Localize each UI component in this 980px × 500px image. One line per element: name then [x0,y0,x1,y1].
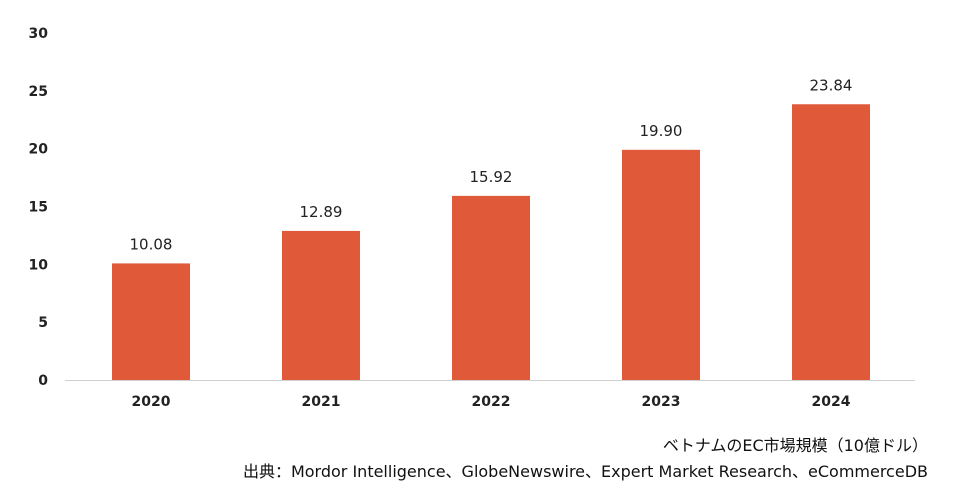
data-label-2023: 19.90 [640,122,683,140]
x-tick-label-2024: 2024 [812,394,851,410]
x-tick-label-2020: 2020 [132,394,171,410]
y-tick-label: 15 [29,200,48,216]
x-tick-label-2021: 2021 [302,394,341,410]
bars [112,104,870,380]
y-tick-label: 30 [29,26,49,42]
y-tick-label: 5 [38,315,48,331]
x-tick-label-2023: 2023 [642,394,681,410]
chart-caption: ベトナムのEC市場規模（10億ドル） [662,436,928,455]
data-labels: 10.08 12.89 15.92 19.90 23.84 [130,76,853,253]
x-axis: 2020 2021 2022 2023 2024 [132,394,851,410]
bar-2023 [622,149,700,380]
bar-2022 [452,195,530,380]
y-tick-label: 0 [38,373,48,389]
data-label-2020: 10.08 [130,235,173,253]
bar-chart: 0 5 10 15 20 25 30 10.08 12.89 15.92 19.90 23.84 2… [29,26,915,410]
source-note: 出典：Mordor Intelligence、GlobeNewswire、Exp… [242,462,928,481]
bar-2020 [112,263,190,380]
y-tick-label: 25 [29,84,48,100]
y-tick-label: 20 [29,142,49,158]
x-tick-label-2022: 2022 [472,394,511,410]
data-label-2022: 15.92 [470,168,513,186]
bar-2024 [792,104,870,380]
data-label-2024: 23.84 [810,76,853,94]
y-axis: 0 5 10 15 20 25 30 [29,26,49,389]
bar-2021 [282,230,360,380]
y-tick-label: 10 [29,257,49,273]
data-label-2021: 12.89 [300,203,343,221]
